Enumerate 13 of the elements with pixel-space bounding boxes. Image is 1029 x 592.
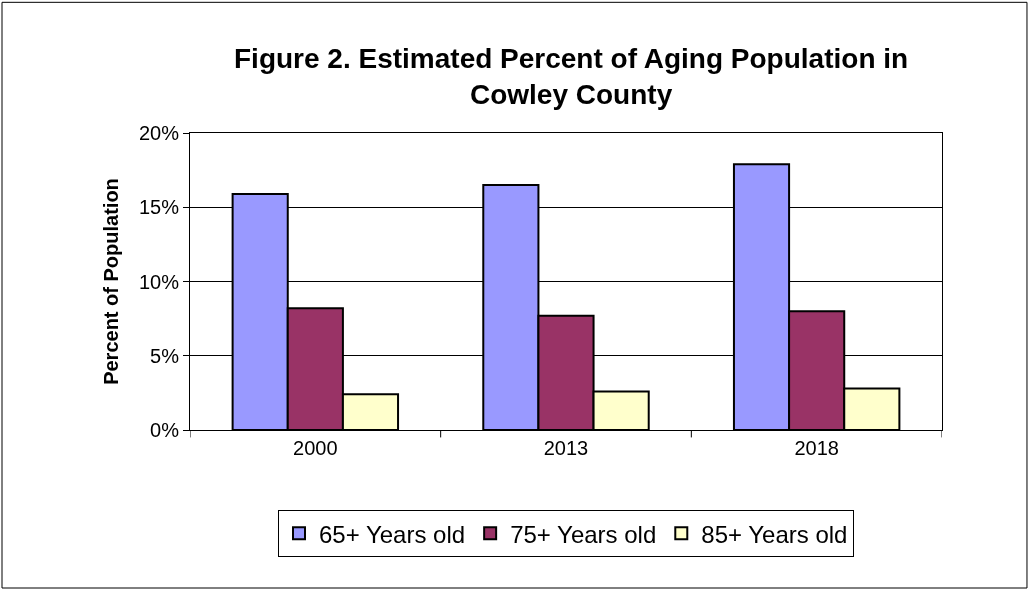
x-tick-label: 2013 xyxy=(543,437,589,459)
y-tick-label: 10% xyxy=(138,270,180,293)
chart-title: Figure 2. Estimated Percent of Aging Population in Cowley County xyxy=(234,43,909,111)
y-tick-label: 15% xyxy=(138,196,180,219)
x-tick-label: 2000 xyxy=(293,437,338,459)
legend-label: 85+ Years old xyxy=(701,520,848,548)
y-axis-title: Percent of Population xyxy=(100,178,123,385)
x-tick-label: 2018 xyxy=(794,437,839,459)
legend-label: 65+ Years old xyxy=(319,520,466,548)
y-tick-label: 5% xyxy=(150,344,180,367)
y-tick-label: 20% xyxy=(138,122,180,144)
y-tick-label: 0% xyxy=(150,419,180,441)
legend-label: 75+ Years old xyxy=(510,520,657,548)
